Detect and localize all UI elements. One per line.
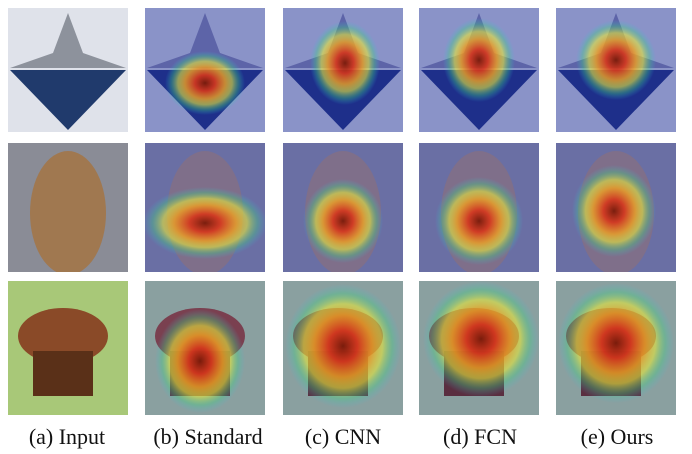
heatmap [155,309,245,413]
image-content [145,281,265,415]
image-cell [145,281,265,415]
image-content [283,143,403,275]
heatmap [143,187,267,259]
image-cell [283,143,403,275]
figure: (a) Input (b) Standard (c) CNN (d) FCN (… [0,0,692,454]
heatmap [165,51,245,115]
heatmap [303,179,383,263]
image-cell [419,8,539,132]
heatmap [285,284,401,408]
image-content [556,143,676,275]
image-cell [556,143,676,275]
image-content [8,281,128,415]
heatmap [576,20,656,100]
image-content [419,8,539,132]
image-cell [8,8,128,132]
image-cell [419,143,539,275]
image-content [283,8,403,132]
heatmap [423,281,539,397]
heatmap [558,283,674,403]
image-cell [283,8,403,132]
image-content [145,8,265,132]
legs [33,351,93,396]
image-content [419,143,539,275]
caption: (b) Standard [138,424,278,450]
image-content [8,8,128,132]
image-content [283,281,403,415]
image-cell [556,281,676,415]
caption: (d) FCN [410,424,550,450]
image-cell [8,143,128,275]
image-content [8,143,128,275]
heatmap [435,177,523,265]
image-cell [556,8,676,132]
image-cell [145,8,265,132]
image-cell [8,281,128,415]
caption: (e) Ours [547,424,687,450]
image-content [419,281,539,415]
heatmap [310,21,380,105]
heatmap [443,18,515,102]
caption: (c) CNN [273,424,413,450]
image-content [143,143,267,275]
dog [30,151,106,275]
image-cell [283,281,403,415]
heatmap [572,165,656,257]
image-grid [0,0,692,420]
image-content [556,281,676,415]
image-cell [419,281,539,415]
image-cell [143,143,267,275]
image-content [556,8,676,132]
caption: (a) Input [0,424,137,450]
